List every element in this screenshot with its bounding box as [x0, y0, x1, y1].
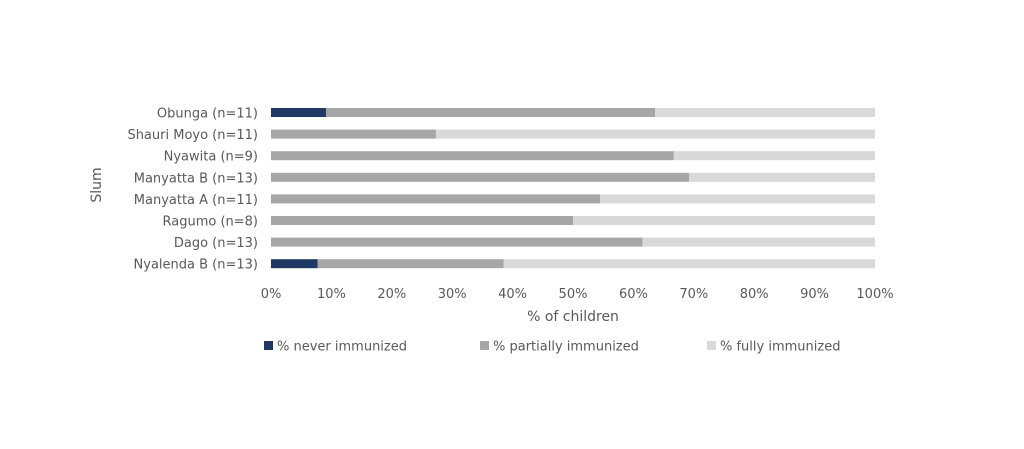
category-label: Ragumo (n=8) — [162, 215, 258, 230]
category-labels: Obunga (n=11) Shauri Moyo (n=11) Nyawita (… — [127, 107, 258, 273]
bar-segment-never — [271, 108, 326, 117]
x-tick-label: 100% — [856, 287, 893, 302]
category-label: Shauri Moyo (n=11) — [127, 128, 258, 143]
x-axis-label: % of children — [527, 309, 619, 325]
legend-swatch — [264, 341, 273, 350]
x-tick-label: 10% — [317, 287, 346, 302]
category-label: Obunga (n=11) — [157, 107, 258, 122]
x-tick-label: 0% — [261, 287, 282, 302]
bar-segment-partial — [325, 108, 656, 117]
legend-label: % never immunized — [277, 340, 407, 355]
legend-label: % fully immunized — [720, 340, 840, 355]
category-label: Manyatta B (n=13) — [134, 171, 258, 186]
bar-segment-fully — [435, 129, 875, 139]
bar-segment-fully — [573, 216, 875, 225]
legend-swatch — [480, 341, 489, 350]
y-axis-label: Slum — [89, 167, 105, 202]
bar-segment-partial — [271, 237, 643, 247]
bar-segment-partial — [271, 172, 689, 182]
bar-segment-fully — [503, 259, 875, 269]
x-tick-label: 40% — [498, 287, 527, 302]
x-tick-label: 70% — [679, 287, 708, 302]
category-label: Nyalenda B (n=13) — [134, 258, 258, 273]
bar-segment-partial — [271, 194, 601, 204]
legend: % never immunized % partially immunized % … — [264, 340, 840, 355]
bar-segment-partial — [271, 216, 573, 225]
bar-segment-fully — [673, 151, 875, 161]
legend-label: % partially immunized — [493, 340, 639, 355]
category-label: Dago (n=13) — [174, 236, 258, 251]
bars — [271, 108, 875, 269]
bar-segment-partial — [271, 129, 436, 139]
bar-segment-never — [271, 259, 318, 269]
bar-segment-fully — [655, 108, 875, 117]
category-label: Manyatta A (n=11) — [134, 193, 258, 208]
x-tick-label: 60% — [619, 287, 648, 302]
x-tick-label: 20% — [377, 287, 406, 302]
bar-segment-partial — [271, 151, 674, 161]
x-tick-label: 50% — [559, 287, 588, 302]
bar-segment-partial — [317, 259, 504, 269]
x-tick-label: 30% — [438, 287, 467, 302]
bar-segment-fully — [688, 172, 875, 182]
x-tick-labels: 0% 10% 20% 30% 40% 50% 60% 70% 80% 90% 100% — [261, 287, 894, 302]
legend-swatch — [707, 341, 716, 350]
category-label: Nyawita (n=9) — [164, 150, 258, 165]
bar-segment-fully — [600, 194, 875, 204]
x-tick-label: 90% — [800, 287, 829, 302]
bar-segment-fully — [642, 237, 875, 247]
x-tick-label: 80% — [740, 287, 769, 302]
